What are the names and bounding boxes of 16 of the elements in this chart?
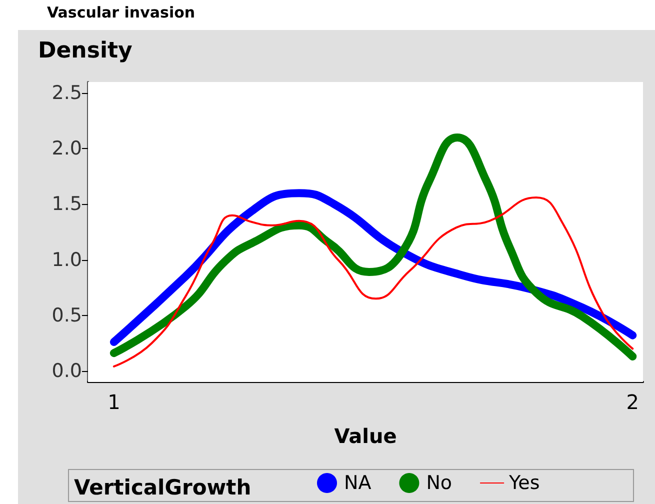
legend-title: VerticalGrowth <box>74 476 252 500</box>
legend-label: No <box>426 472 452 494</box>
legend-label: Yes <box>508 472 540 494</box>
legend-label: NA <box>344 472 372 494</box>
y-tick-label: 0.0 <box>52 360 82 382</box>
y-tick-label: 1.0 <box>52 248 82 271</box>
y-tick-label: 2.5 <box>52 82 82 104</box>
y-tick-label: 1.5 <box>52 193 82 216</box>
chart-title: Vascular invasion <box>47 4 196 22</box>
x-tick-label: 1 <box>108 390 120 414</box>
x-axis-title: Value <box>334 424 397 448</box>
y-axis-title: Density <box>38 38 132 64</box>
line-series <box>112 196 634 368</box>
y-tick-label: 0.5 <box>52 304 82 326</box>
y-tick-label: 2.0 <box>52 138 82 160</box>
x-tick-label: 2 <box>626 390 639 414</box>
